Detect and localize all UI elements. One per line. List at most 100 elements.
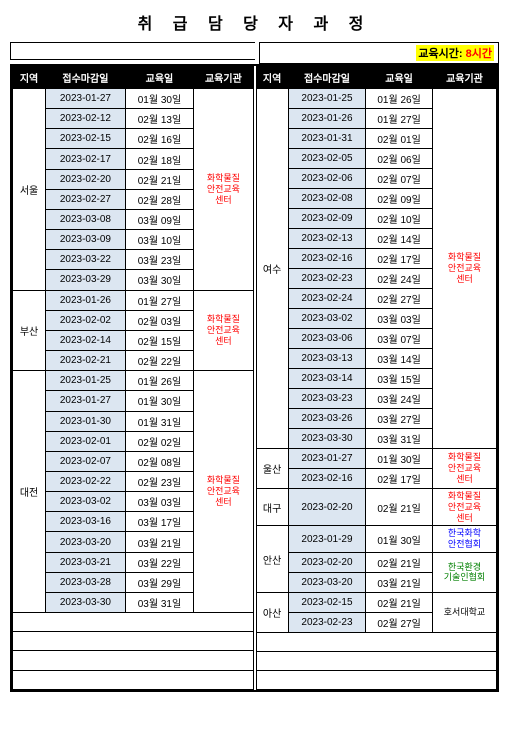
deadline-cell: 2023-01-26 [46, 290, 126, 310]
edudate-cell: 03월 22일 [125, 552, 194, 572]
deadline-cell: 2023-01-26 [288, 109, 365, 129]
edudate-cell: 01월 31일 [125, 411, 194, 431]
edudate-cell: 03월 21일 [125, 532, 194, 552]
deadline-cell: 2023-02-09 [288, 209, 365, 229]
col-header: 교육기관 [194, 67, 253, 89]
deadline-cell: 2023-03-09 [46, 230, 126, 250]
main-container: 교육시간: 8시간 지역접수마감일교육일교육기관 서울2023-01-2701월… [10, 42, 499, 692]
edudate-cell: 02월 18일 [125, 149, 194, 169]
deadline-cell: 2023-03-30 [288, 429, 365, 449]
deadline-cell: 2023-02-24 [288, 289, 365, 309]
deadline-cell: 2023-02-05 [288, 149, 365, 169]
institution-cell: 한국화학안전협회 [432, 526, 496, 553]
edudate-cell: 03월 09일 [125, 209, 194, 229]
region-cell: 서울 [13, 89, 46, 291]
edudate-cell: 03월 03일 [125, 492, 194, 512]
deadline-cell: 2023-03-20 [288, 572, 365, 592]
deadline-cell: 2023-02-02 [46, 310, 126, 330]
time-left-spacer [10, 42, 255, 60]
edudate-cell: 03월 31일 [125, 592, 194, 612]
deadline-cell: 2023-03-02 [288, 309, 365, 329]
deadline-cell: 2023-02-16 [288, 469, 365, 489]
right-table: 지역접수마감일교육일교육기관 여수2023-01-2501월 26일화학물질안전… [256, 66, 498, 690]
edudate-cell: 03월 03일 [366, 309, 433, 329]
deadline-cell: 2023-01-27 [288, 449, 365, 469]
deadline-cell: 2023-02-15 [288, 592, 365, 612]
col-header: 지역 [256, 67, 288, 89]
empty-row [256, 651, 497, 670]
col-header: 교육기관 [432, 67, 496, 89]
edudate-cell: 02월 03일 [125, 310, 194, 330]
empty-row [13, 651, 254, 670]
time-row: 교육시간: 8시간 [10, 42, 499, 64]
time-hours: 8시간 [466, 48, 492, 60]
edudate-cell: 02월 24일 [366, 269, 433, 289]
empty-row [13, 670, 254, 689]
deadline-cell: 2023-02-21 [46, 351, 126, 371]
deadline-cell: 2023-02-16 [288, 249, 365, 269]
edudate-cell: 02월 28일 [125, 189, 194, 209]
empty-row [256, 632, 497, 651]
deadline-cell: 2023-03-08 [46, 209, 126, 229]
edudate-cell: 01월 26일 [125, 371, 194, 391]
edudate-cell: 03월 29일 [125, 572, 194, 592]
deadline-cell: 2023-01-27 [46, 391, 126, 411]
deadline-cell: 2023-01-25 [46, 371, 126, 391]
edudate-cell: 03월 10일 [125, 230, 194, 250]
institution-cell: 화학물질안전교육센터 [194, 89, 253, 291]
edudate-cell: 03월 30일 [125, 270, 194, 290]
region-cell: 아산 [256, 592, 288, 632]
edudate-cell: 02월 17일 [366, 249, 433, 269]
deadline-cell: 2023-02-23 [288, 269, 365, 289]
deadline-cell: 2023-01-27 [46, 89, 126, 109]
edudate-cell: 03월 24일 [366, 389, 433, 409]
region-cell: 여수 [256, 89, 288, 449]
deadline-cell: 2023-03-23 [288, 389, 365, 409]
col-header: 접수마감일 [288, 67, 365, 89]
edudate-cell: 01월 30일 [366, 526, 433, 553]
institution-cell: 한국환경기술인협회 [432, 552, 496, 592]
deadline-cell: 2023-03-29 [46, 270, 126, 290]
edudate-cell: 03월 15일 [366, 369, 433, 389]
edudate-cell: 01월 30일 [125, 391, 194, 411]
edudate-cell: 03월 23일 [125, 250, 194, 270]
edudate-cell: 02월 17일 [366, 469, 433, 489]
deadline-cell: 2023-03-20 [46, 532, 126, 552]
deadline-cell: 2023-02-23 [288, 612, 365, 632]
deadline-cell: 2023-03-02 [46, 492, 126, 512]
col-header: 접수마감일 [46, 67, 126, 89]
deadline-cell: 2023-02-13 [288, 229, 365, 249]
edudate-cell: 02월 15일 [125, 330, 194, 350]
edudate-cell: 02월 23일 [125, 471, 194, 491]
region-cell: 대구 [256, 489, 288, 526]
left-table: 지역접수마감일교육일교육기관 서울2023-01-2701월 30일화학물질안전… [12, 66, 254, 690]
col-header: 교육일 [366, 67, 433, 89]
deadline-cell: 2023-02-14 [46, 330, 126, 350]
col-header: 지역 [13, 67, 46, 89]
deadline-cell: 2023-02-07 [46, 451, 126, 471]
deadline-cell: 2023-01-30 [46, 411, 126, 431]
edudate-cell: 03월 27일 [366, 409, 433, 429]
institution-cell: 화학물질안전교육센터 [432, 449, 496, 489]
deadline-cell: 2023-03-16 [46, 512, 126, 532]
table-wrap: 지역접수마감일교육일교육기관 서울2023-01-2701월 30일화학물질안전… [10, 64, 499, 692]
deadline-cell: 2023-01-25 [288, 89, 365, 109]
deadline-cell: 2023-02-08 [288, 189, 365, 209]
edudate-cell: 02월 14일 [366, 229, 433, 249]
deadline-cell: 2023-02-17 [46, 149, 126, 169]
edudate-cell: 03월 07일 [366, 329, 433, 349]
region-cell: 안산 [256, 526, 288, 593]
empty-row [13, 613, 254, 632]
deadline-cell: 2023-03-13 [288, 349, 365, 369]
edudate-cell: 02월 27일 [366, 612, 433, 632]
edudate-cell: 03월 14일 [366, 349, 433, 369]
region-cell: 울산 [256, 449, 288, 489]
deadline-cell: 2023-02-27 [46, 189, 126, 209]
deadline-cell: 2023-03-06 [288, 329, 365, 349]
deadline-cell: 2023-03-26 [288, 409, 365, 429]
edudate-cell: 01월 30일 [125, 89, 194, 109]
edudate-cell: 01월 27일 [366, 109, 433, 129]
deadline-cell: 2023-02-15 [46, 129, 126, 149]
edudate-cell: 02월 13일 [125, 109, 194, 129]
edudate-cell: 02월 16일 [125, 129, 194, 149]
